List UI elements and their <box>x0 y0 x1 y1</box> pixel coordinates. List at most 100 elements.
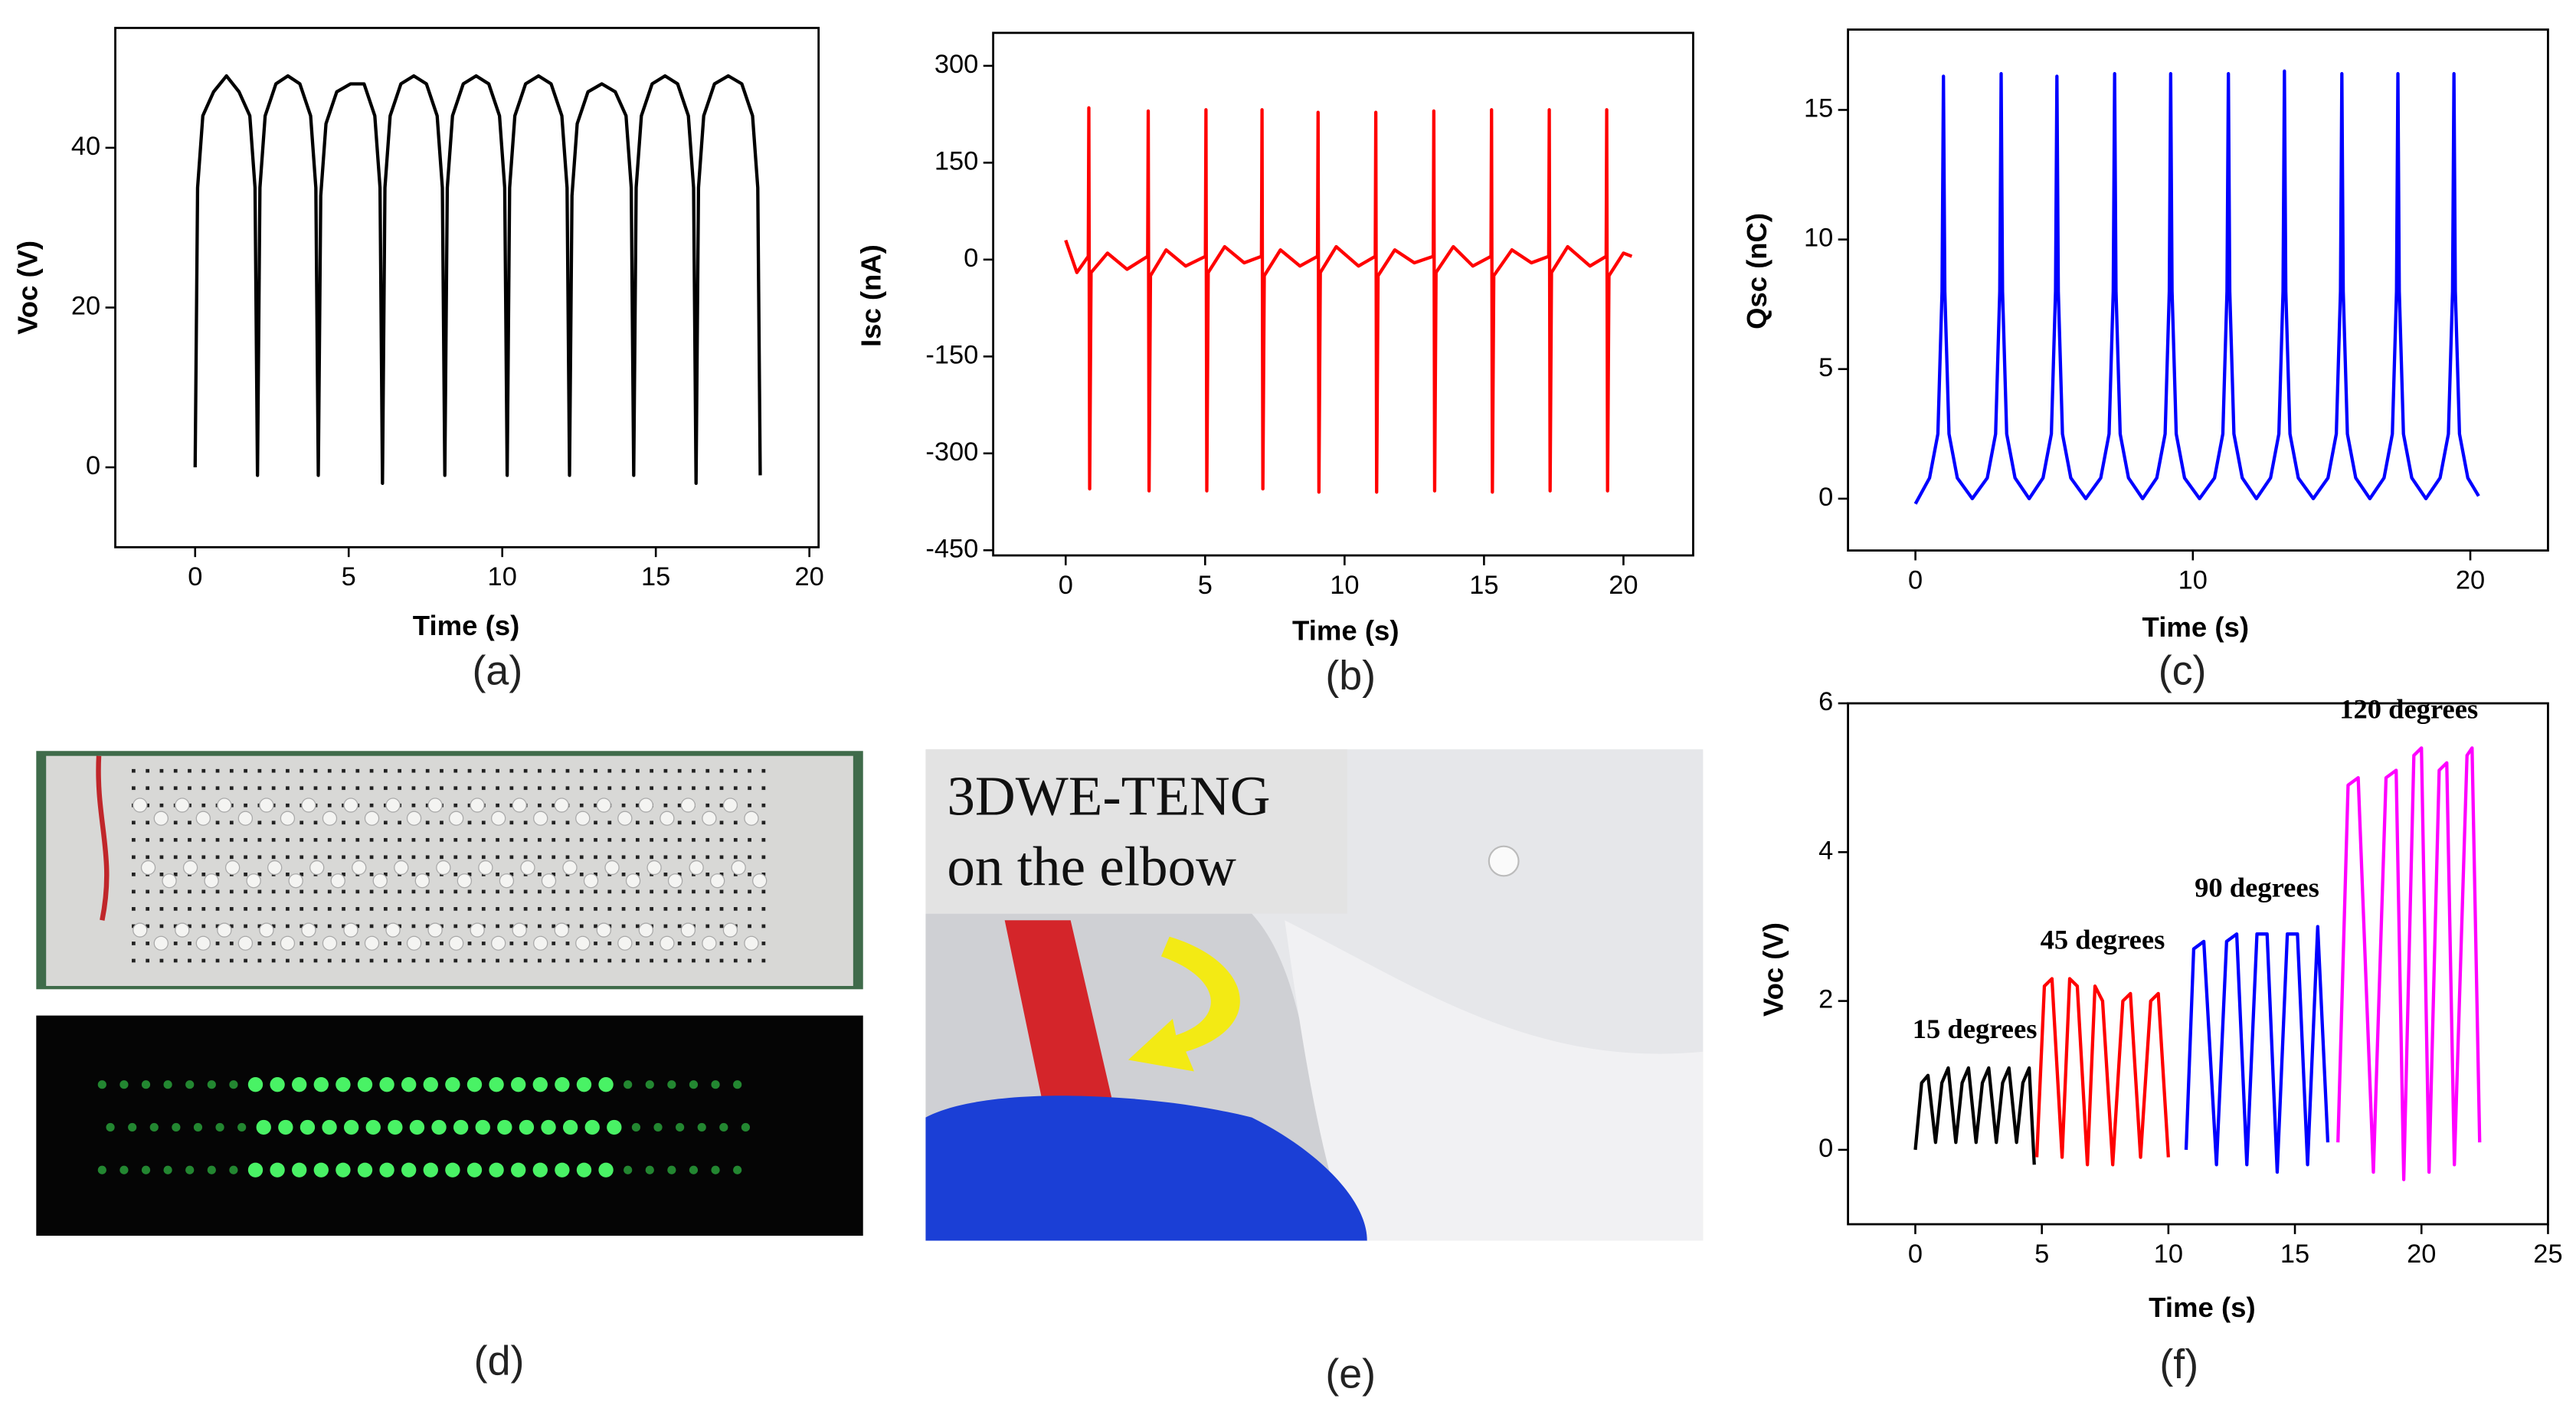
breadboard-hole <box>538 907 542 911</box>
breadboard-hole <box>467 837 472 842</box>
breadboard-hole <box>761 958 766 963</box>
breadboard-hole <box>467 924 472 929</box>
breadboard-hole <box>621 837 626 842</box>
y-tick-label: 0 <box>1818 1134 1833 1163</box>
x-tick-label: 20 <box>795 562 824 591</box>
breadboard-hole <box>257 889 262 894</box>
breadboard-hole <box>509 942 514 945</box>
breadboard-hole <box>509 803 514 807</box>
breadboard-hole <box>594 872 597 876</box>
breadboard-hole <box>538 855 542 860</box>
series-annotation: 90 degrees <box>2195 872 2319 903</box>
led <box>554 798 569 813</box>
y-tick-label: 150 <box>934 146 978 175</box>
breadboard-hole <box>719 942 724 945</box>
breadboard-hole <box>579 768 584 773</box>
breadboard-hole <box>509 855 514 860</box>
breadboard-hole <box>467 768 472 773</box>
breadboard-hole <box>467 820 472 825</box>
y-tick-label: -150 <box>925 340 978 369</box>
breadboard-hole <box>398 786 402 791</box>
breadboard-hole <box>579 786 584 791</box>
led <box>625 873 641 889</box>
breadboard-hole <box>509 837 514 842</box>
breadboard-hole <box>650 907 654 911</box>
breadboard-hole <box>453 907 458 911</box>
lit-led <box>497 1119 512 1135</box>
breadboard-hole <box>705 872 710 876</box>
breadboard-hole <box>327 768 332 773</box>
led <box>490 935 506 951</box>
breadboard-hole <box>188 924 191 929</box>
lit-led <box>511 1077 526 1092</box>
y-tick-label: 20 <box>71 292 100 321</box>
breadboard-hole <box>733 820 738 825</box>
led <box>660 811 675 826</box>
lit-led <box>141 1165 151 1174</box>
led <box>554 922 569 938</box>
breadboard-hole <box>313 942 318 945</box>
lit-led <box>689 1080 699 1089</box>
breadboard-hole <box>733 942 738 945</box>
panel-caption: (f) <box>2159 1341 2198 1387</box>
breadboard-hole <box>509 768 514 773</box>
breadboard-hole <box>342 889 345 894</box>
lit-led <box>576 1162 592 1177</box>
breadboard-hole <box>552 872 556 876</box>
breadboard-hole <box>173 872 178 876</box>
breadboard-hole <box>481 907 486 911</box>
lit-led <box>555 1077 570 1092</box>
breadboard-hole <box>663 786 668 791</box>
breadboard-hole <box>342 837 345 842</box>
breadboard-hole <box>257 855 262 860</box>
x-tick-label: 0 <box>1908 1240 1923 1269</box>
led <box>512 922 527 938</box>
lit-led <box>423 1077 438 1092</box>
breadboard-hole <box>201 768 206 773</box>
breadboard-hole <box>132 942 136 945</box>
breadboard-hole <box>173 837 178 842</box>
breadboard-hole <box>538 924 542 929</box>
led <box>660 935 675 951</box>
breadboard-hole <box>411 768 416 773</box>
breadboard-hole <box>748 768 751 773</box>
breadboard-hole <box>384 820 388 825</box>
breadboard-hole <box>719 786 724 791</box>
breadboard-hole <box>369 924 374 929</box>
breadboard-hole <box>188 889 191 894</box>
breadboard-hole <box>313 768 318 773</box>
y-tick-label: 0 <box>86 451 100 480</box>
breadboard-hole <box>286 889 290 894</box>
data-line <box>193 74 762 486</box>
breadboard-hole <box>188 837 191 842</box>
breadboard-hole <box>201 872 206 876</box>
breadboard-hole <box>761 786 766 791</box>
breadboard-hole <box>299 786 304 791</box>
breadboard-hole <box>719 907 724 911</box>
breadboard-hole <box>733 855 738 860</box>
breadboard-hole <box>663 855 668 860</box>
breadboard-hole <box>425 768 430 773</box>
breadboard-hole <box>342 786 345 791</box>
breadboard-hole <box>538 786 542 791</box>
breadboard-hole <box>327 924 332 929</box>
breadboard-hole <box>355 958 360 963</box>
breadboard-hole <box>342 924 345 929</box>
breadboard-hole <box>453 872 458 876</box>
breadboard-hole <box>719 889 724 894</box>
breadboard-hole <box>523 855 528 860</box>
led <box>364 935 380 951</box>
y-axis-title: Isc (nA) <box>855 244 886 347</box>
breadboard-hole <box>132 837 136 842</box>
lit-led <box>653 1122 663 1132</box>
led <box>175 922 190 938</box>
breadboard-hole <box>481 768 486 773</box>
lit-led <box>562 1119 578 1135</box>
breadboard-hole <box>509 907 514 911</box>
breadboard-hole <box>748 803 751 807</box>
led <box>406 811 422 826</box>
breadboard-hole <box>384 786 388 791</box>
y-tick-label: 6 <box>1818 687 1833 716</box>
lit-led <box>689 1165 699 1174</box>
lit-led <box>97 1080 106 1089</box>
